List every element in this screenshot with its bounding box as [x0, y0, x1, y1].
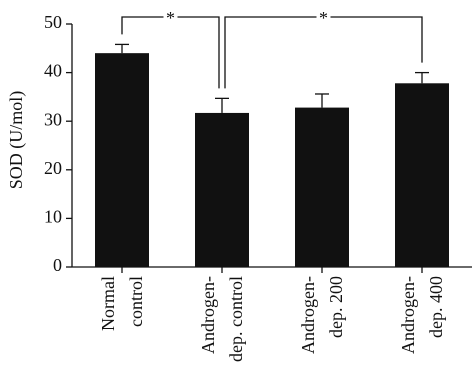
y-tick-label: 30 — [44, 109, 62, 129]
y-tick-label: 0 — [53, 255, 62, 275]
x-tick-label: dep. 400 — [426, 276, 446, 338]
x-tick-label: dep. 200 — [326, 276, 346, 338]
x-tick-label: control — [126, 276, 146, 327]
y-tick-label: 10 — [44, 207, 62, 227]
label-bg — [316, 9, 331, 25]
y-axis-label: SOD (U/mol) — [6, 91, 27, 190]
x-tick-label: Androgen- — [298, 276, 318, 354]
bar — [395, 83, 449, 268]
bar — [195, 112, 249, 267]
x-tick-label: Androgen- — [198, 276, 218, 354]
x-tick-label: dep. control — [226, 276, 246, 362]
significance-label: * — [319, 8, 328, 28]
x-tick-label: Androgen- — [398, 276, 418, 354]
y-tick-label: 20 — [44, 158, 62, 178]
y-tick-label: 50 — [44, 12, 62, 32]
y-tick-label: 40 — [44, 61, 62, 81]
bar — [295, 107, 349, 267]
label-bg — [163, 9, 178, 25]
x-tick-label: Normal — [98, 276, 118, 331]
bar — [95, 53, 149, 267]
significance-label: * — [166, 8, 175, 28]
